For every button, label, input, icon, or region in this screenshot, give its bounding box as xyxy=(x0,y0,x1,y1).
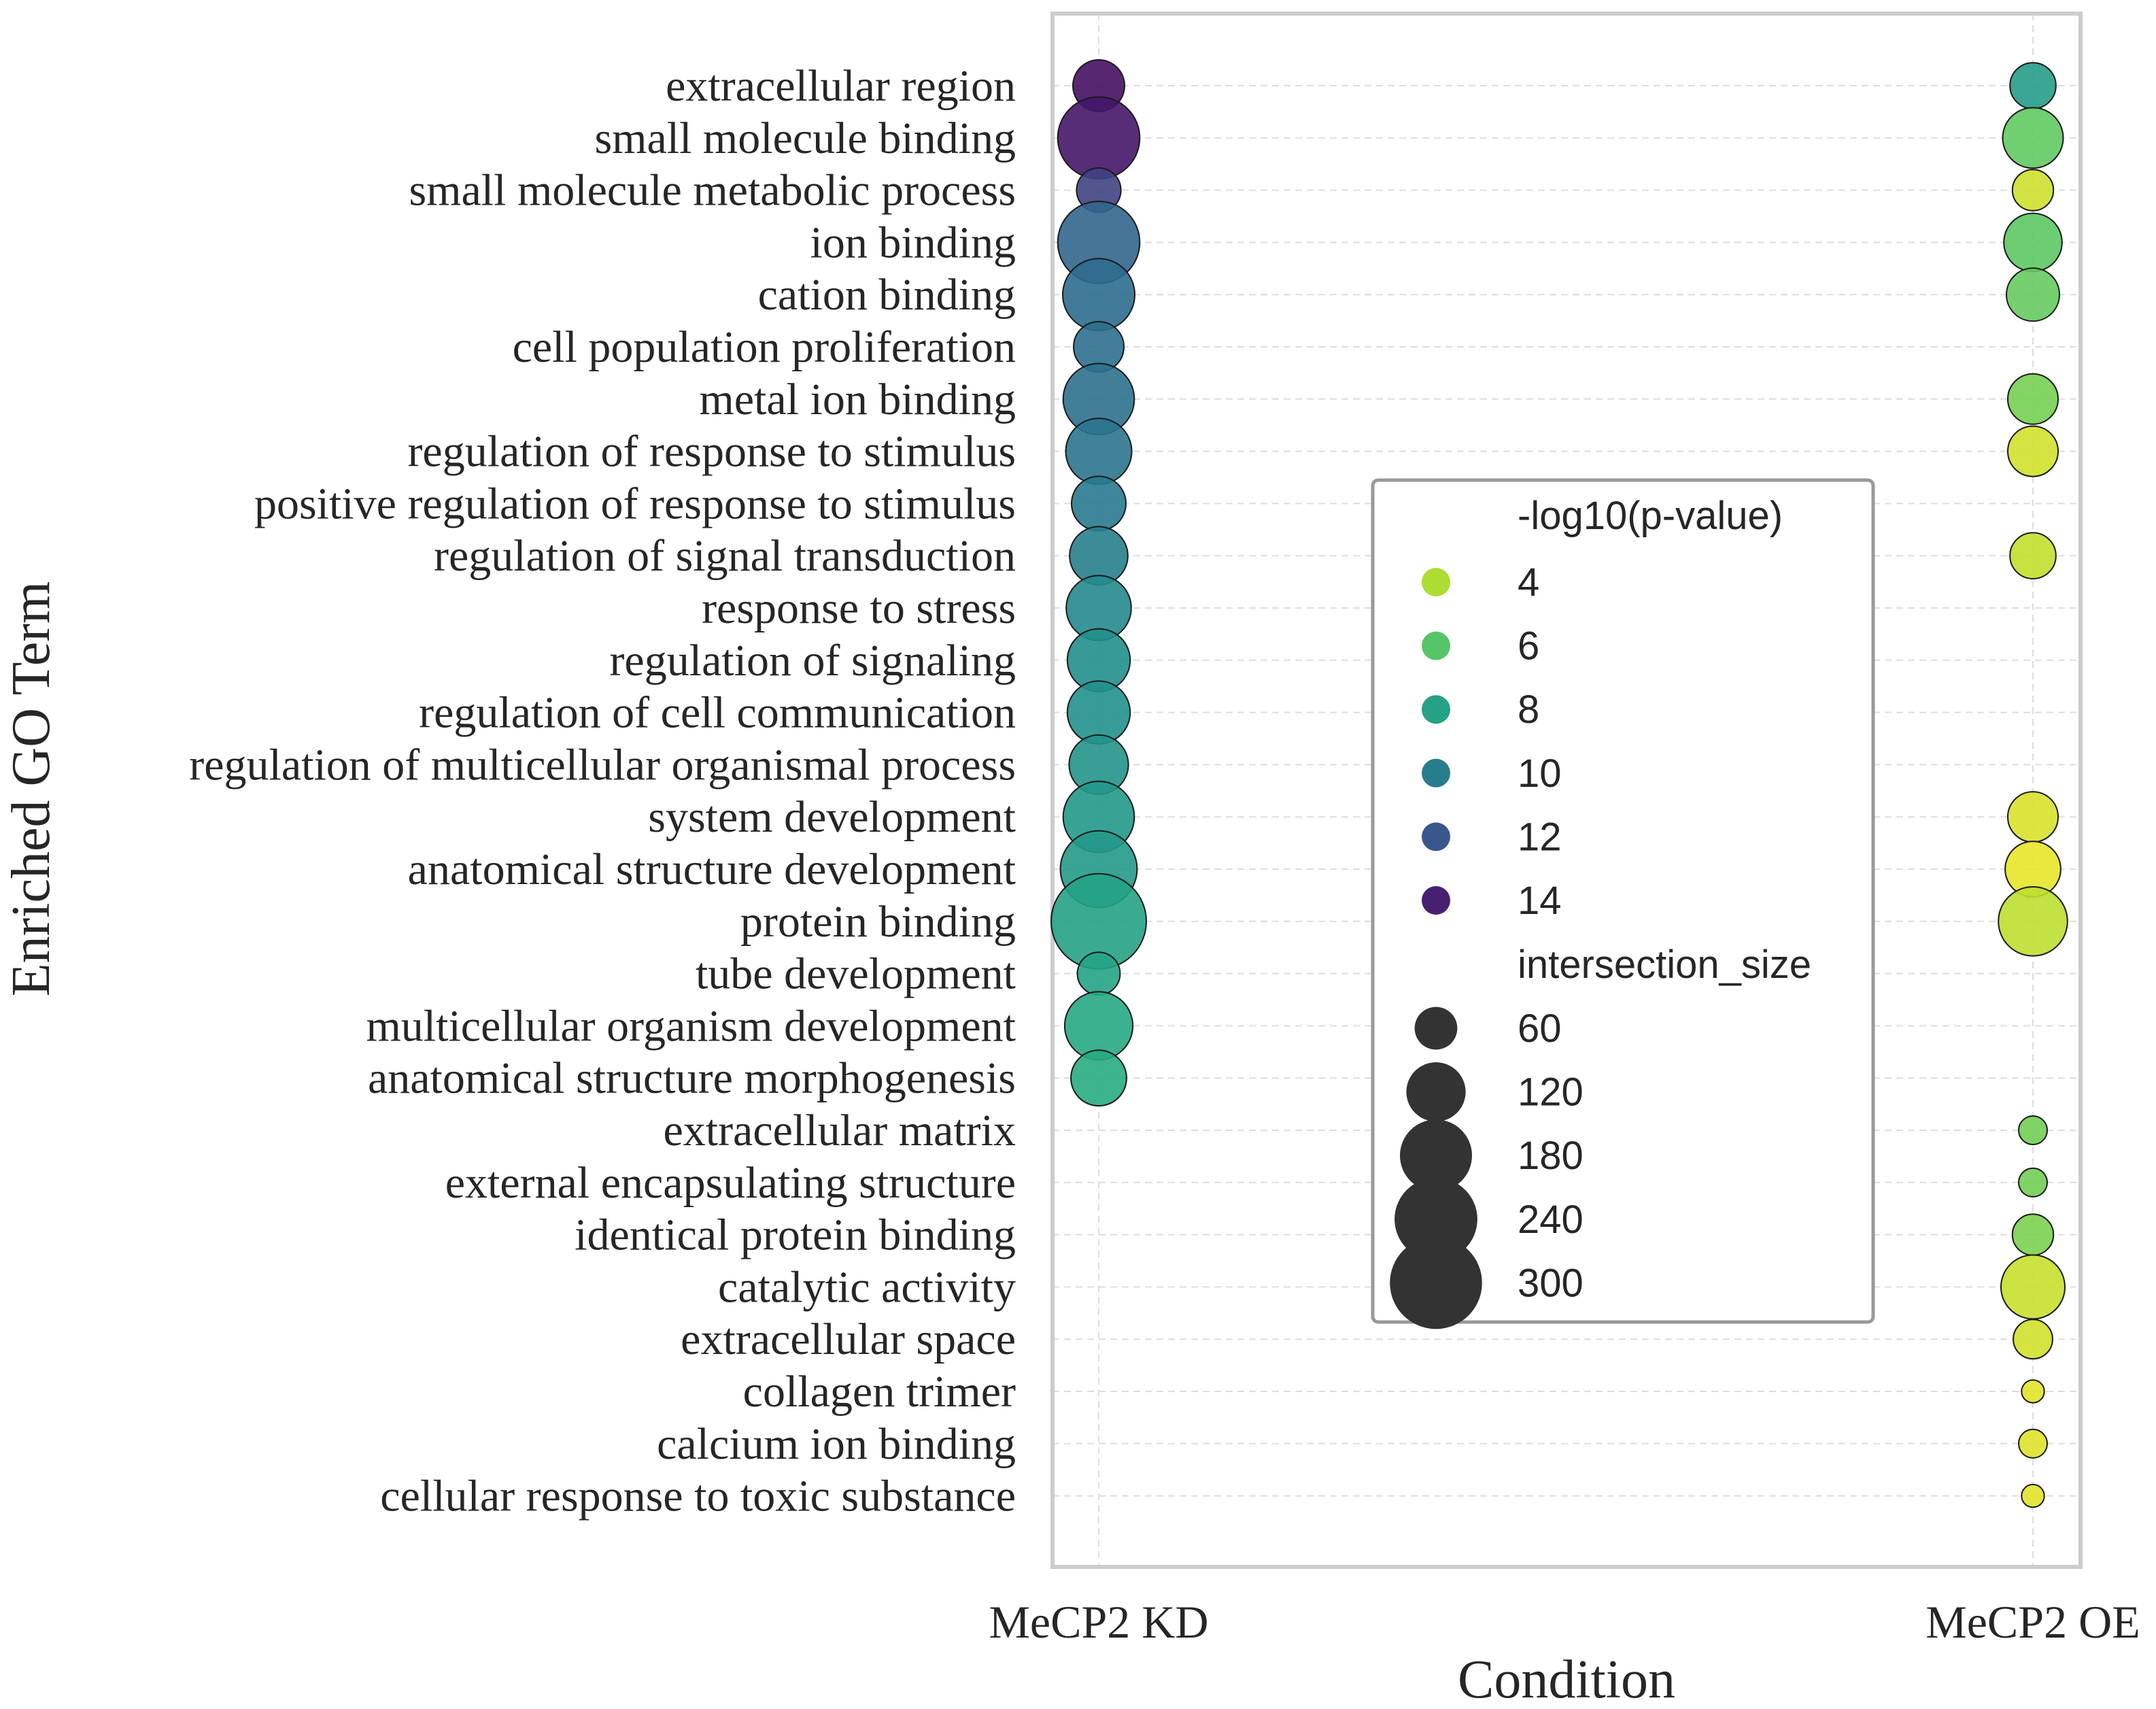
x-tick-label: MeCP2 KD xyxy=(989,1596,1208,1648)
y-tick-label: tube development xyxy=(696,949,1016,999)
y-tick-label: collagen trimer xyxy=(743,1367,1016,1417)
data-point xyxy=(2011,169,2055,211)
data-point xyxy=(1076,951,1121,996)
y-tick-label: small molecule binding xyxy=(594,114,1016,163)
y-tick-label: regulation of cell communication xyxy=(419,688,1016,738)
data-point xyxy=(2018,1115,2048,1145)
data-point xyxy=(2006,267,2060,322)
legend-size-items: 60 120 180 240 300 xyxy=(1390,1006,1584,1330)
x-tick-labels: MeCP2 KD MeCP2 OE xyxy=(989,1596,2140,1648)
data-point xyxy=(2018,1428,2048,1459)
legend-color-swatch xyxy=(1422,631,1450,660)
y-tick-label: cation binding xyxy=(758,270,1016,320)
data-point xyxy=(2021,1379,2045,1404)
data-point xyxy=(2007,791,2059,843)
y-tick-label: multicellular organism development xyxy=(366,1001,1016,1051)
legend-size-marker xyxy=(1414,1006,1458,1050)
y-tick-label: regulation of multicellular organismal p… xyxy=(189,740,1016,790)
data-point xyxy=(1057,96,1141,180)
y-tick-label: extracellular region xyxy=(666,61,1016,111)
y-tick-label: identical protein binding xyxy=(575,1211,1016,1260)
y-tick-label: regulation of response to stimulus xyxy=(407,427,1016,477)
legend-size-label: 300 xyxy=(1518,1261,1584,1305)
legend-size-marker xyxy=(1390,1236,1482,1330)
data-point xyxy=(2021,1483,2045,1508)
x-axis-title: Condition xyxy=(1458,1650,1675,1709)
legend-size-label: 240 xyxy=(1518,1198,1584,1242)
data-point xyxy=(2009,62,2057,109)
legend-color-items: 4 6 8 10 12 14 xyxy=(1422,560,1562,923)
y-tick-label: metal ion binding xyxy=(699,375,1016,424)
legend-size-label: 120 xyxy=(1518,1070,1584,1115)
legend-color-label: 12 xyxy=(1518,815,1562,859)
legend-color-swatch xyxy=(1422,695,1450,724)
legend-color-label: 4 xyxy=(1518,560,1539,605)
y-tick-label: catalytic activity xyxy=(718,1262,1016,1312)
data-point xyxy=(1070,1049,1127,1107)
plot-frame xyxy=(1050,12,2083,1569)
data-point xyxy=(2009,532,2057,580)
data-point xyxy=(1065,418,1133,486)
legend-color-label: 10 xyxy=(1518,751,1562,796)
legend-color-title: -log10(p-value) xyxy=(1518,494,1783,538)
y-tick-label: protein binding xyxy=(740,897,1016,947)
legend-color-label: 8 xyxy=(1518,688,1539,732)
y-tick-label: cell population proliferation xyxy=(513,322,1016,372)
legend-color-swatch xyxy=(1422,568,1450,596)
legend-color-swatch xyxy=(1422,822,1450,851)
y-tick-label: external encapsulating structure xyxy=(445,1158,1016,1208)
y-tick-label: extracellular matrix xyxy=(663,1106,1016,1155)
data-point xyxy=(2018,1167,2048,1198)
y-tick-label: extracellular space xyxy=(681,1315,1016,1364)
data-point xyxy=(2000,1254,2066,1320)
legend-size-marker xyxy=(1400,1119,1472,1192)
data-point xyxy=(1062,258,1135,332)
data-point xyxy=(2003,212,2063,273)
legend-color-label: 6 xyxy=(1518,624,1539,669)
legend-color-label: 14 xyxy=(1518,879,1562,923)
y-tick-label: regulation of signal transduction xyxy=(434,531,1016,581)
legend-size-marker xyxy=(1406,1062,1466,1122)
legend-color-swatch xyxy=(1422,758,1450,788)
data-points xyxy=(1050,59,2068,1508)
data-point xyxy=(1998,886,2068,957)
y-tick-label: anatomical structure development xyxy=(408,845,1016,894)
legend-size-label: 180 xyxy=(1518,1134,1584,1178)
data-point xyxy=(1071,475,1127,532)
data-point xyxy=(2007,373,2059,425)
y-tick-label: positive regulation of response to stimu… xyxy=(254,479,1016,528)
y-axis-title: Enriched GO Term xyxy=(1,581,61,997)
data-point xyxy=(2011,1213,2055,1256)
x-tick-label: MeCP2 OE xyxy=(1926,1596,2140,1648)
data-point xyxy=(2002,107,2064,169)
data-point xyxy=(2013,1319,2053,1360)
y-tick-label: ion binding xyxy=(810,218,1016,267)
y-tick-label: cellular response to toxic substance xyxy=(380,1472,1016,1521)
y-tick-label: regulation of signaling xyxy=(609,636,1016,686)
y-tick-label: calcium ion binding xyxy=(657,1419,1016,1469)
data-point xyxy=(2007,425,2059,477)
legend-size-label: 60 xyxy=(1518,1006,1562,1051)
y-tick-label: small molecule metabolic process xyxy=(409,166,1016,216)
y-tick-label: system development xyxy=(648,792,1016,842)
legend: -log10(p-value) intersection_size 4 6 8 10 1… xyxy=(1371,478,1875,1330)
legend-size-marker xyxy=(1394,1177,1477,1261)
y-tick-label: response to stress xyxy=(702,583,1016,633)
legend-color-swatch xyxy=(1422,886,1450,915)
legend-size-title: intersection_size xyxy=(1518,943,1811,987)
y-tick-label: anatomical structure morphogenesis xyxy=(368,1053,1016,1103)
legend-box xyxy=(1371,478,1875,1324)
